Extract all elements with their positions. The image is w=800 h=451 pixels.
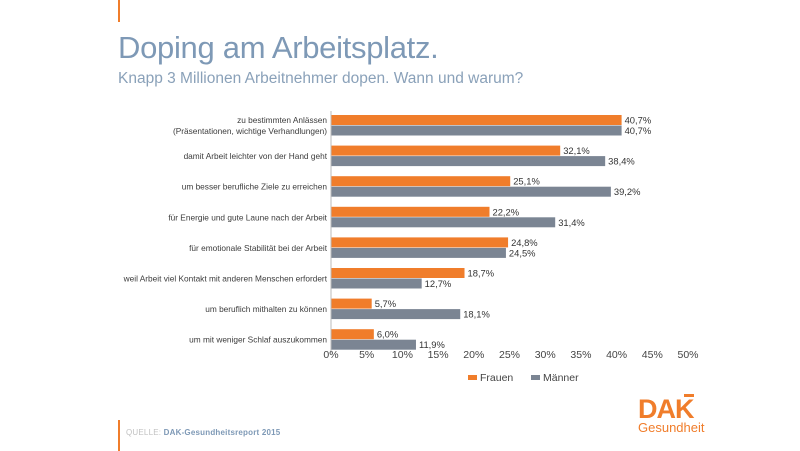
category-label: damit Arbeit leichter von der Hand geht [184, 151, 328, 161]
data-label-maenner: 39,2% [614, 186, 641, 197]
data-label-frauen: 32,1% [563, 145, 590, 156]
bar-maenner [331, 156, 606, 167]
legend-swatch-maenner [531, 375, 540, 380]
accent-line-bottom [118, 420, 120, 451]
x-tick-label: 40% [606, 349, 627, 361]
bar-maenner [331, 339, 416, 350]
x-tick-label: 45% [642, 349, 663, 361]
x-tick-label: 50% [677, 349, 698, 361]
bar-frauen [331, 145, 561, 156]
bar-maenner [331, 186, 611, 197]
data-label-maenner: 31,4% [558, 217, 585, 228]
x-tick-label: 10% [392, 349, 413, 361]
x-tick-label: 15% [428, 349, 449, 361]
category-label: zu bestimmten Anlässen [237, 115, 327, 125]
logo-wordmark: DAK [638, 394, 694, 424]
data-label-maenner: 11,9% [419, 339, 445, 350]
bar-frauen [331, 237, 509, 248]
bar-maenner [331, 125, 622, 136]
page-subtitle: Knapp 3 Millionen Arbeitnehmer dopen. Wa… [118, 70, 524, 87]
bar-maenner [331, 309, 461, 320]
source-note: QUELLE: DAK-Gesundheitsreport 2015 [126, 428, 280, 437]
bar-frauen [331, 206, 490, 217]
category-label: um besser berufliche Ziele zu erreichen [182, 182, 328, 192]
dak-logo: DAK Gesundheit [638, 394, 708, 440]
bar-frauen [331, 176, 511, 187]
source-value: DAK-Gesundheitsreport 2015 [163, 428, 281, 437]
legend-label-maenner: Männer [543, 372, 579, 384]
data-label-frauen: 25,1% [513, 176, 540, 187]
category-label: um beruflich mithalten zu können [205, 304, 327, 314]
bar-maenner [331, 247, 506, 258]
data-label-frauen: 22,2% [493, 206, 520, 217]
data-label-maenner: 24,5% [509, 247, 536, 258]
data-label-maenner: 38,4% [608, 156, 635, 167]
category-label: für emotionale Stabilität bei der Arbeit [189, 243, 328, 253]
category-label: für Energie und gute Laune nach der Arbe… [168, 212, 327, 222]
x-tick-label: 5% [359, 349, 374, 361]
bar-frauen [331, 115, 622, 125]
category-label: um mit weniger Schlaf auszukommen [189, 335, 327, 345]
source-prefix: QUELLE: [126, 428, 162, 437]
bar-frauen [331, 268, 465, 278]
x-tick-label: 0% [323, 349, 338, 361]
accent-line-top [118, 0, 120, 22]
category-label: (Präsentationen, wichtige Verhandlungen) [173, 126, 327, 136]
x-tick-label: 30% [535, 349, 556, 361]
bar-frauen [331, 329, 374, 340]
legend-label-frauen: Frauen [480, 372, 513, 384]
data-label-frauen: 18,7% [468, 268, 495, 279]
bar-frauen [331, 298, 372, 309]
data-label-maenner: 40,7% [625, 125, 652, 136]
bar-maenner [331, 217, 556, 228]
data-label-frauen: 5,7% [375, 298, 396, 309]
x-tick-label: 20% [463, 349, 484, 361]
data-label-frauen: 24,8% [511, 237, 538, 248]
x-tick-label: 35% [570, 349, 591, 361]
logo-subline: Gesundheit [638, 420, 705, 435]
legend-swatch-frauen [468, 375, 477, 380]
logo-accent-mark [684, 394, 694, 397]
x-tick-label: 25% [499, 349, 520, 361]
data-label-maenner: 12,7% [425, 278, 452, 289]
data-label-frauen: 40,7% [625, 115, 652, 126]
category-label: weil Arbeit viel Kontakt mit anderen Men… [123, 274, 328, 284]
data-label-maenner: 18,1% [463, 309, 490, 320]
page-title: Doping am Arbeitsplatz. [118, 30, 439, 65]
bar-maenner [331, 278, 422, 289]
data-label-frauen: 6,0% [377, 329, 398, 340]
